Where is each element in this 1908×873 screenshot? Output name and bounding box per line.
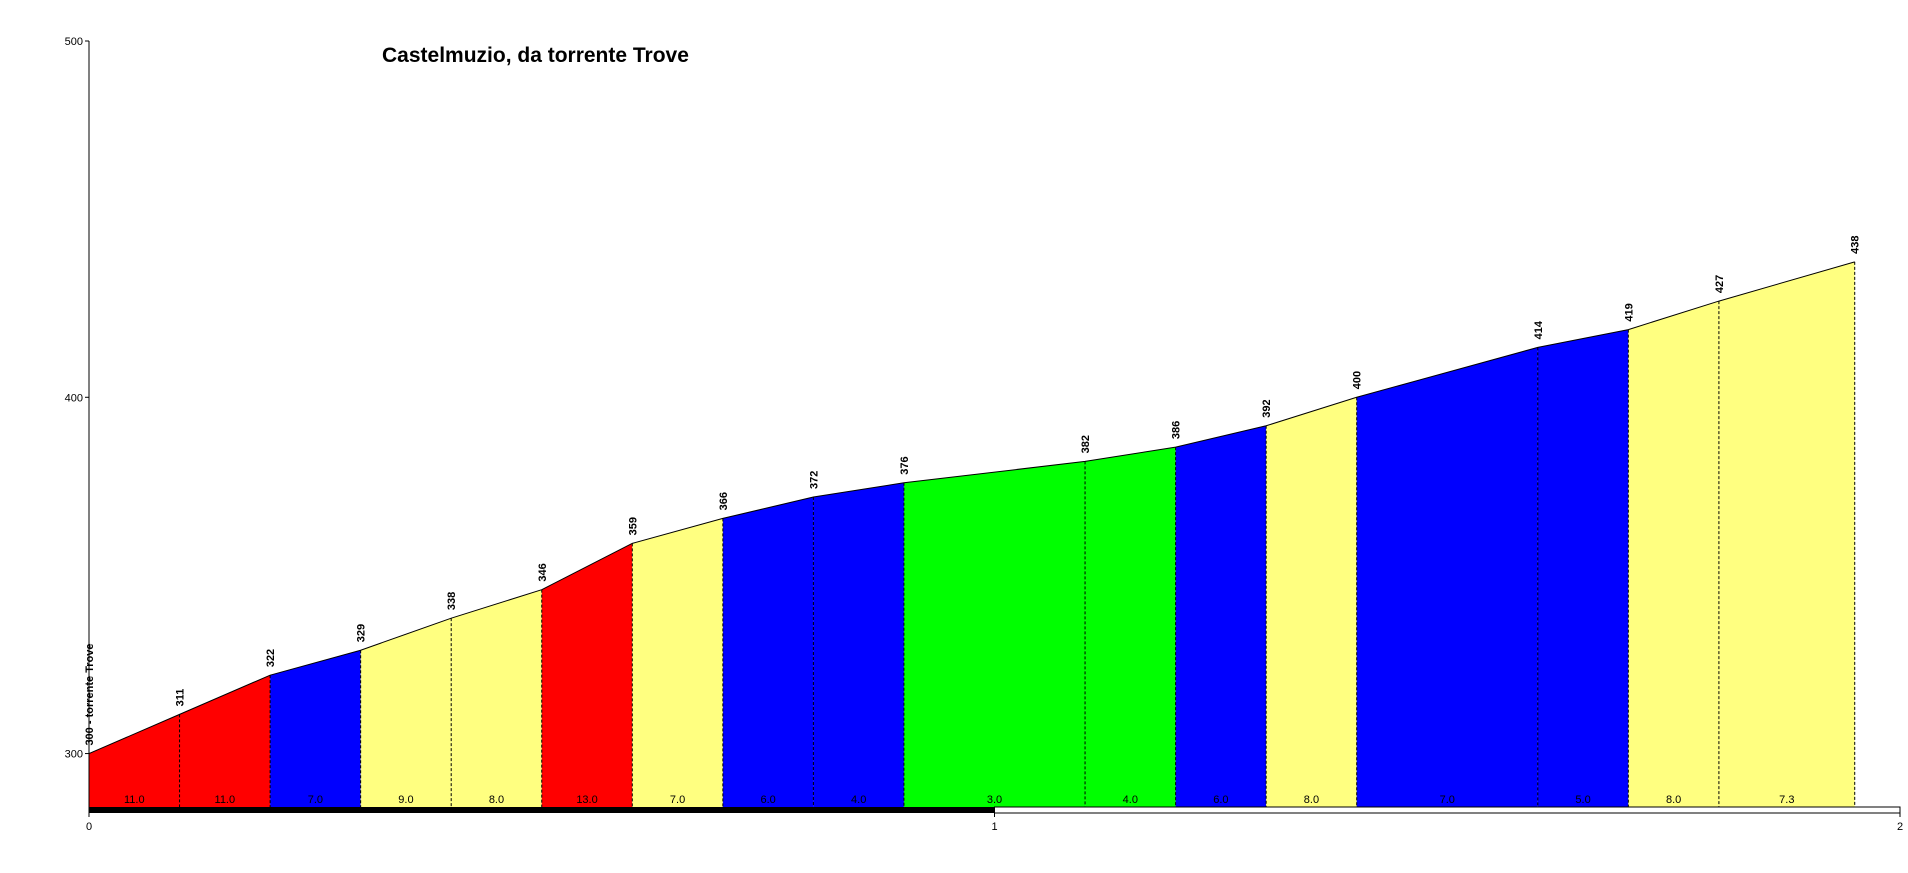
x-tick-label: 0 xyxy=(86,821,92,833)
point-label: 359 xyxy=(627,517,639,535)
grade-label: 4.0 xyxy=(1123,794,1138,806)
grade-label: 8.0 xyxy=(1666,794,1681,806)
point-label: 382 xyxy=(1080,435,1092,453)
grade-label: 7.0 xyxy=(1440,794,1455,806)
point-label: 376 xyxy=(899,456,911,474)
grade-label: 6.0 xyxy=(760,794,775,806)
grade-label: 7.0 xyxy=(670,794,685,806)
point-label: 386 xyxy=(1171,421,1183,439)
grade-segment xyxy=(451,589,542,807)
grade-segment xyxy=(722,497,814,807)
grade-label: 3.0 xyxy=(987,794,1002,806)
grade-label: 7.0 xyxy=(308,794,323,806)
grade-label: 5.0 xyxy=(1575,794,1590,806)
point-label: 338 xyxy=(446,592,458,610)
point-label: 366 xyxy=(718,492,730,510)
grade-label: 8.0 xyxy=(489,794,504,806)
grade-segment xyxy=(541,543,633,807)
grade-segment xyxy=(1718,261,1855,807)
grade-segment xyxy=(1085,447,1176,807)
scale-bar-white xyxy=(994,806,1901,814)
grade-segment xyxy=(1356,347,1538,807)
y-tick-label: 500 xyxy=(65,36,83,48)
point-label: 438 xyxy=(1850,236,1862,254)
grade-segment xyxy=(1266,397,1357,807)
scale-bar-black xyxy=(89,807,995,813)
grade-label: 7.3 xyxy=(1779,794,1794,806)
grade-segment xyxy=(1175,425,1267,807)
point-label: 400 xyxy=(1352,371,1364,389)
point-label: 300 - torrente Trove xyxy=(84,643,96,745)
grade-segment xyxy=(1537,329,1629,807)
point-label: 311 xyxy=(175,689,187,707)
grade-segment xyxy=(270,650,361,807)
grade-label: 9.0 xyxy=(398,794,413,806)
point-label: 427 xyxy=(1714,275,1726,293)
point-label: 372 xyxy=(808,471,820,489)
chart-title: Castelmuzio, da torrente Trove xyxy=(382,44,689,67)
grade-label: 11.0 xyxy=(215,794,236,806)
grade-segment xyxy=(360,618,452,807)
grade-label: 11.0 xyxy=(124,794,145,806)
grade-label: 6.0 xyxy=(1213,794,1228,806)
grade-segment xyxy=(632,518,723,807)
grade-label: 4.0 xyxy=(851,794,866,806)
grade-label: 13.0 xyxy=(576,794,597,806)
profile-line xyxy=(88,261,1855,755)
grade-label: 8.0 xyxy=(1304,794,1319,806)
point-label: 346 xyxy=(537,563,549,581)
point-label: 419 xyxy=(1623,303,1635,321)
point-label: 322 xyxy=(265,649,277,667)
grade-segment xyxy=(813,482,904,807)
y-tick-label: 400 xyxy=(65,392,83,404)
point-label: 414 xyxy=(1533,320,1545,339)
grade-segment xyxy=(89,714,180,807)
grade-segment xyxy=(1628,301,1719,807)
point-label: 392 xyxy=(1261,399,1273,417)
x-tick-label: 2 xyxy=(1897,821,1903,833)
grade-segment xyxy=(903,461,1086,807)
x-tick-label: 1 xyxy=(991,821,997,833)
y-tick-label: 300 xyxy=(65,749,83,761)
grade-segment xyxy=(179,675,271,807)
point-label: 329 xyxy=(356,624,368,642)
